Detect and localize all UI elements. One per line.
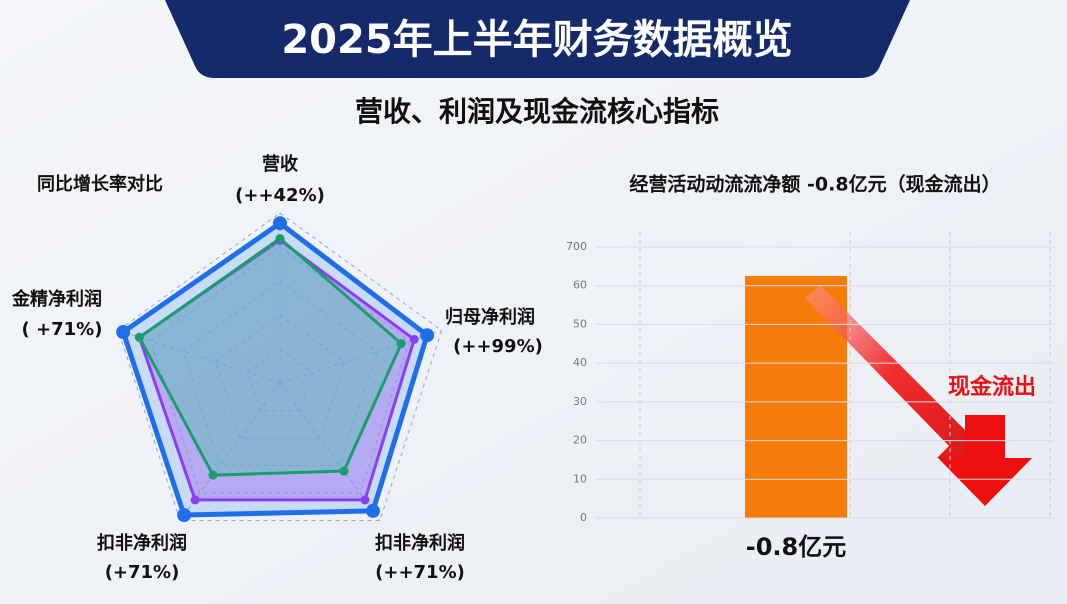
radar-ring	[214, 314, 346, 439]
radar-axis-note: (++99%)	[453, 336, 543, 357]
radar-point	[208, 470, 218, 480]
radar-point	[190, 495, 200, 505]
radar-ring	[182, 280, 378, 467]
radar-axis-note: (++42%)	[235, 185, 325, 206]
radar-point	[409, 334, 419, 344]
down-arrow	[938, 415, 1032, 506]
y-tick-label: 0	[580, 511, 587, 524]
radar-ring	[150, 246, 410, 494]
y-tick-label: 20	[573, 434, 587, 447]
radar-point	[360, 495, 370, 505]
radar-axis-note: (+71%)	[105, 562, 180, 583]
radar-ring	[247, 348, 313, 412]
page-title: 2025年上半年财务数据概览	[281, 17, 792, 63]
radar-point	[396, 339, 406, 349]
radar-area	[137, 237, 403, 477]
trend-arrow	[805, 285, 977, 458]
radar-axis-label: 金精净利润	[11, 288, 102, 310]
y-tick-label: 50	[573, 317, 587, 330]
x-category-label: -0.8亿元	[746, 533, 846, 561]
annotation: 现金流出	[948, 374, 1036, 400]
radar-axis-label: 归母净利润	[445, 306, 535, 328]
radar-title: 同比增长率对比	[37, 173, 163, 195]
radar-axis-label: 营收	[262, 153, 298, 175]
y-tick-label: 40	[573, 356, 587, 369]
radar-point	[273, 216, 287, 231]
radar-point	[134, 332, 144, 342]
radar-point	[365, 503, 380, 518]
radar-axis-note: ( +71%)	[22, 319, 103, 340]
y-tick-label: 10	[573, 472, 587, 485]
y-tick-label: 700	[566, 240, 587, 253]
radar-point	[177, 508, 192, 523]
radar-ring	[117, 212, 443, 522]
header-banner	[165, 0, 910, 78]
radar-point	[275, 234, 285, 243]
bar-chart: 经营活动动流流净额 -0.8亿元（现金流出） 0 10 20 30 40 50 60 700 -…	[566, 173, 1055, 561]
radar-point	[420, 328, 435, 343]
radar-point	[116, 325, 131, 340]
radar-axis-label: 扣非净利润	[97, 532, 187, 554]
radar-axis-note: (++71%)	[375, 562, 465, 583]
bar-title: 经营活动动流流净额 -0.8亿元（现金流出）	[629, 173, 1000, 196]
y-tick-label: 60	[573, 279, 587, 292]
page-subtitle: 营收、利润及现金流核心指标	[355, 95, 719, 128]
radar-axis-label: 扣非净利润	[375, 532, 465, 554]
radar-point	[339, 466, 349, 476]
radar-chart: 同比增长率对比 营收 (++42%) 归母净利润 (++99%) 扣非净利润 (++71%)…	[11, 153, 543, 583]
y-tick-label: 30	[573, 395, 587, 408]
